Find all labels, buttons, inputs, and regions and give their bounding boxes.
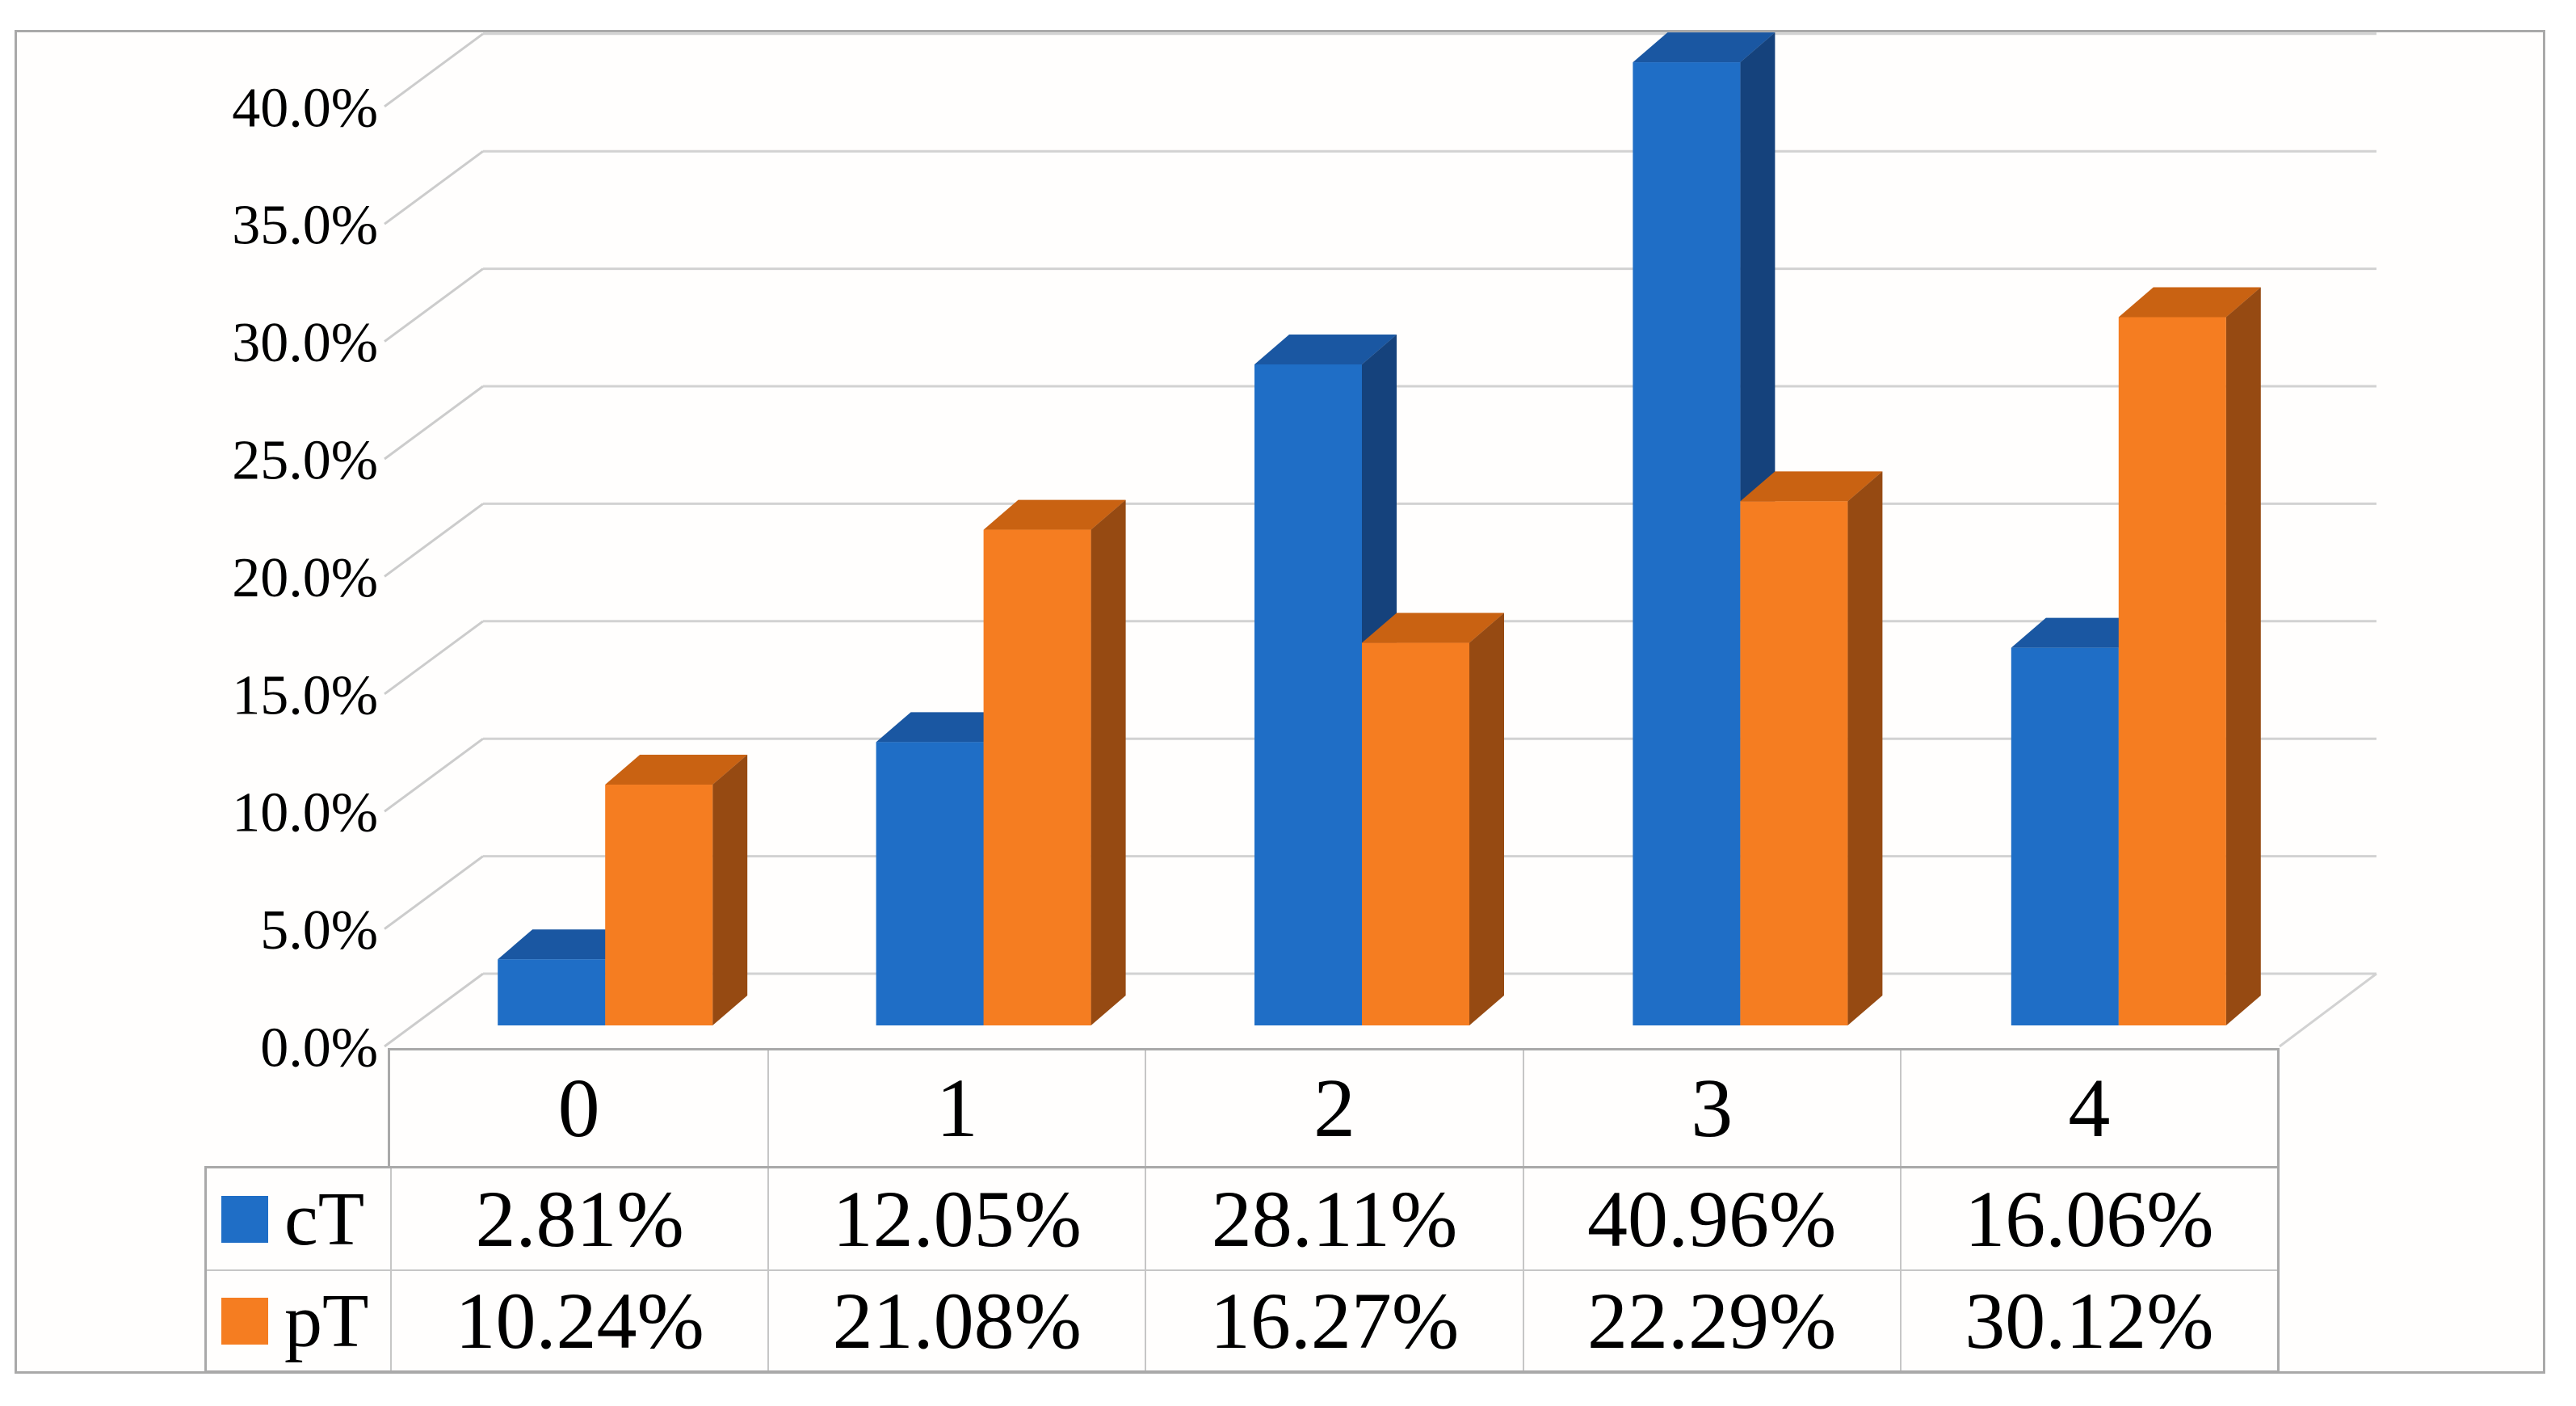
tick-diagonal-30 <box>384 267 484 343</box>
category-header-1: 1 <box>767 1050 1145 1166</box>
tick-diagonal-35 <box>384 149 484 225</box>
bar-top-face <box>876 712 1019 743</box>
tick-diagonal-5 <box>384 855 484 930</box>
legend-key-pt: pT <box>207 1269 390 1370</box>
bar-top-face <box>605 755 748 785</box>
bar-top-face <box>1362 612 1504 643</box>
bars-group <box>498 32 2261 1026</box>
value-cell-ct-0: 2.81% <box>390 1168 767 1269</box>
tick-diagonals-group <box>384 32 484 1048</box>
y-axis-tick-label: 20.0% <box>232 547 378 609</box>
y-axis-tick-label: 10.0% <box>232 782 378 844</box>
category-header-3: 3 <box>1522 1050 1900 1166</box>
value-cell-pt-0: 10.24% <box>390 1269 768 1370</box>
y-axis-tick-label: 0.0% <box>260 1017 378 1080</box>
y-axis-tick-label: 35.0% <box>232 195 378 257</box>
bar-front-face <box>983 529 1091 1025</box>
bar-side-face <box>712 755 748 1025</box>
bar-pT-2 <box>1362 612 1504 1025</box>
bar-top-face <box>1633 32 1775 63</box>
tick-diagonal-40 <box>384 32 484 108</box>
y-axis-tick-label: 25.0% <box>232 430 378 492</box>
series-label-ct: cT <box>284 1177 365 1261</box>
bar-front-face <box>1633 62 1741 1026</box>
bar-front-face <box>1362 642 1469 1025</box>
value-cell-ct-4: 16.06% <box>1899 1168 2277 1269</box>
data-table-body: cT 2.81% 12.05% 28.11% 40.96% 16.06% pT 10.24% 2… <box>204 1166 2280 1373</box>
pt-series-swatch-icon <box>221 1297 268 1345</box>
value-cell-pt-1: 21.08% <box>767 1269 1145 1370</box>
y-axis-labels-group: 0.0% 5.0% 10.0% 15.0% 20.0% 25.0% 30.0% 35.0% 40… <box>232 77 378 1079</box>
y-axis-tick-label: 15.0% <box>232 664 378 726</box>
value-cell-pt-4: 30.12% <box>1899 1269 2277 1370</box>
value-cell-pt-2: 16.27% <box>1145 1269 1523 1370</box>
bar-front-face <box>605 785 713 1025</box>
value-cell-pt-3: 22.29% <box>1522 1269 1900 1370</box>
category-header-4: 4 <box>1899 1050 2277 1166</box>
value-cell-ct-3: 40.96% <box>1522 1168 1900 1269</box>
floor-right-edge <box>2279 972 2377 1048</box>
tick-diagonal-0 <box>384 972 484 1048</box>
bar-front-face <box>876 742 984 1025</box>
bar-front-face <box>1254 364 1362 1025</box>
bar-top-face <box>1254 334 1397 364</box>
bar-top-face <box>498 929 641 960</box>
bar-top-face <box>983 499 1126 530</box>
bar-top-face <box>2011 617 2154 648</box>
bar-cT-3 <box>1633 32 1775 1026</box>
tick-diagonal-10 <box>384 737 484 813</box>
value-cell-ct-1: 12.05% <box>767 1168 1145 1269</box>
floor-edges-group <box>2279 972 2377 1048</box>
bar-front-face <box>1740 501 1848 1025</box>
bar-pT-4 <box>2118 287 2261 1025</box>
value-cell-ct-2: 28.11% <box>1145 1168 1522 1269</box>
category-header-0: 0 <box>557 1061 600 1155</box>
bar-side-face <box>1469 612 1504 1025</box>
bar-top-face <box>2118 287 2261 318</box>
series-label-pt: pT <box>284 1278 369 1363</box>
bar-pT-3 <box>1740 471 1883 1025</box>
bar-pT-1 <box>983 499 1126 1025</box>
category-header-2: 2 <box>1145 1050 1522 1166</box>
bar-side-face <box>1847 471 1883 1025</box>
bar-side-face <box>2225 287 2261 1025</box>
tick-diagonal-25 <box>384 385 484 461</box>
bar-front-face <box>2118 317 2226 1025</box>
tick-diagonal-15 <box>384 620 484 696</box>
bar-cT-2 <box>1254 334 1397 1025</box>
tick-diagonal-20 <box>384 503 484 578</box>
y-axis-tick-label: 5.0% <box>260 899 378 962</box>
bar-side-face <box>1090 499 1126 1025</box>
ct-series-swatch-icon <box>221 1195 268 1243</box>
y-axis-tick-label: 30.0% <box>232 312 378 374</box>
y-axis-tick-label: 40.0% <box>232 77 378 139</box>
bar-front-face <box>498 959 606 1025</box>
bar-front-face <box>2011 647 2119 1025</box>
bar-pT-0 <box>605 755 748 1025</box>
legend-key-ct: cT <box>207 1168 390 1269</box>
bar-top-face <box>1740 471 1883 502</box>
